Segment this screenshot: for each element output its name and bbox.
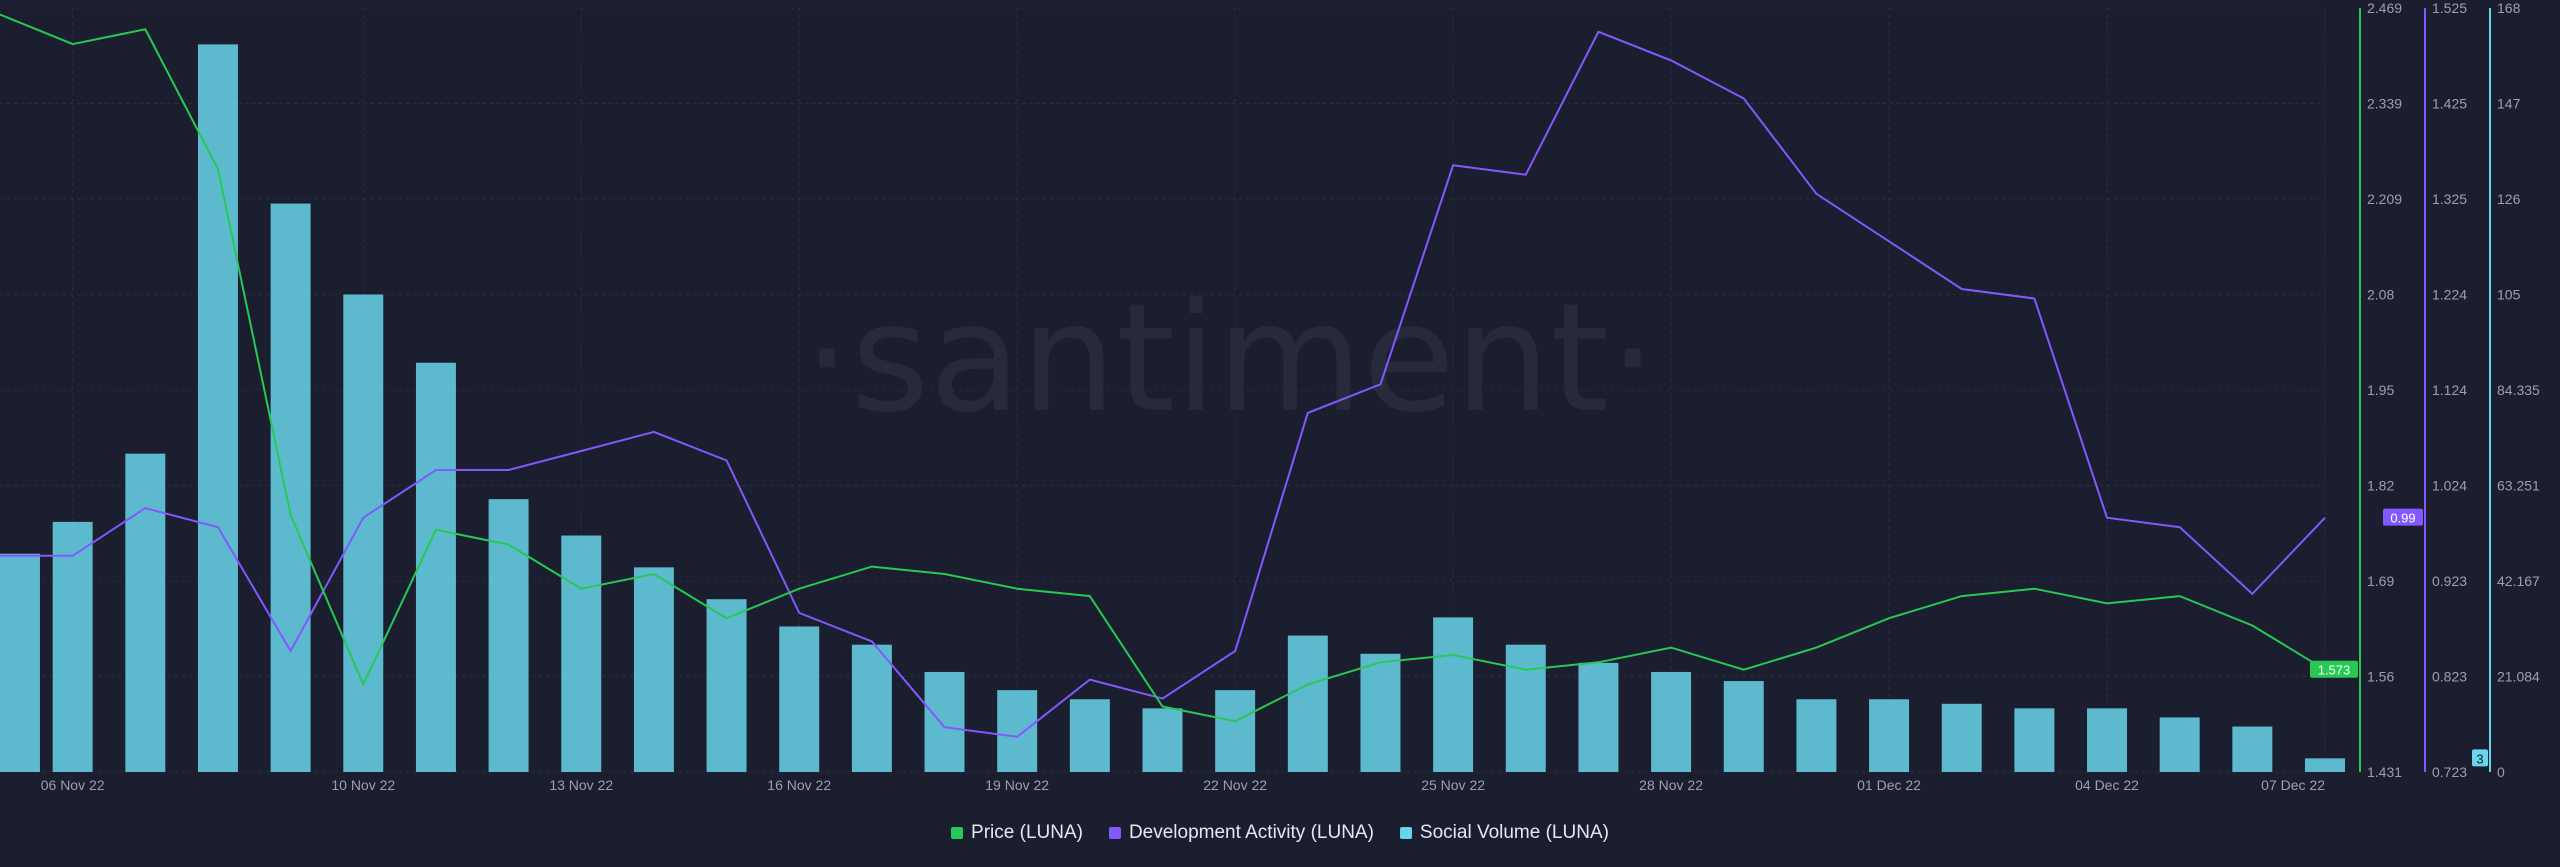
social-volume-bar — [633, 567, 674, 772]
price-axis-tick-label: 1.56 — [2367, 669, 2394, 685]
social-volume-bar — [1215, 690, 1256, 772]
x-axis-tick-label: 25 Nov 22 — [1421, 777, 1485, 793]
dev-axis-tick-label: 0.723 — [2432, 764, 2467, 780]
social-volume-bar — [1360, 653, 1401, 772]
x-axis-tick-label: 10 Nov 22 — [331, 777, 395, 793]
social-volume-bar — [706, 599, 747, 772]
social-volume-bar — [1941, 703, 1982, 772]
axes: 2.469 2.339 2.209 2.08 1.95 1.82 1.69 1.56 1.431… — [2359, 0, 2540, 780]
social-axis-tick-label: 105 — [2497, 287, 2521, 303]
legend-label-development-activity: Development Activity (LUNA) — [1128, 822, 1374, 843]
dev-axis-tick-label: 1.325 — [2432, 191, 2467, 207]
social-axis-tick-label: 84.335 — [2497, 382, 2540, 398]
x-axis-tick-label: 16 Nov 22 — [767, 777, 831, 793]
social-volume-bar — [2232, 726, 2273, 772]
price-axis-tick-label: 1.431 — [2367, 764, 2402, 780]
dev-axis-tick-label: 0.823 — [2432, 669, 2467, 685]
legend-swatch-social-volume — [1399, 827, 1412, 839]
price-axis-tick-label: 2.339 — [2367, 96, 2402, 112]
x-axis-tick-label: 28 Nov 22 — [1639, 777, 1703, 793]
social-volume-bar — [1069, 699, 1110, 772]
x-axis-tick-label: 19 Nov 22 — [985, 777, 1049, 793]
social-volume-bar — [2014, 708, 2055, 772]
legend: Price (LUNA) Development Activity (LUNA)… — [0, 818, 2560, 848]
social-volume-bars — [0, 44, 2345, 773]
social-volume-bar — [1796, 699, 1837, 772]
x-axis-tick-label: 07 Dec 22 — [2261, 777, 2325, 793]
social-volume-bar — [997, 690, 1038, 772]
legend-item-development-activity[interactable]: Development Activity (LUNA) — [1108, 822, 1374, 844]
price-axis-tick-label: 2.469 — [2367, 0, 2402, 16]
legend-label-price: Price (LUNA) — [971, 822, 1083, 843]
price-axis-tick-label: 2.08 — [2367, 287, 2394, 303]
dev-axis-tick-label: 1.124 — [2432, 382, 2467, 398]
social-volume-bar — [2305, 758, 2345, 772]
x-axis-tick-label: 04 Dec 22 — [2075, 777, 2139, 793]
social-axis-tick-label: 0 — [2497, 764, 2505, 780]
legend-item-social-volume[interactable]: Social Volume (LUNA) — [1399, 822, 1609, 844]
dev-last-value-marker — [2383, 508, 2423, 526]
social-volume-bar — [779, 626, 820, 772]
x-axis-tick-label: 06 Nov 22 — [41, 777, 105, 793]
dev-axis-tick-label: 1.224 — [2432, 287, 2467, 303]
social-volume-bar — [415, 362, 456, 772]
social-volume-bar — [561, 535, 602, 772]
social-volume-bar — [52, 521, 93, 772]
price-axis-tick-label: 1.82 — [2367, 478, 2394, 494]
dev-axis-tick-label: 1.024 — [2432, 478, 2467, 494]
dev-axis-tick-label: 1.425 — [2432, 96, 2467, 112]
social-volume-bar — [1287, 635, 1328, 772]
development-activity-line — [0, 30, 2326, 738]
social-axis-tick-label: 126 — [2497, 191, 2521, 207]
social-volume-bar — [1651, 671, 1692, 772]
social-volume-bar — [270, 203, 311, 773]
dev-last-value-label: 0.99 — [2390, 511, 2415, 526]
social-axis-tick-label: 147 — [2497, 96, 2521, 112]
social-axis-tick-label: 42.167 — [2497, 573, 2540, 589]
social-volume-bar — [1505, 644, 1546, 772]
social-volume-bar — [343, 294, 384, 772]
dev-axis-tick-label: 0.923 — [2432, 573, 2467, 589]
social-volume-bar — [125, 453, 166, 772]
watermark: ·santiment· — [803, 272, 1656, 446]
social-last-value-label: 3 — [2476, 751, 2483, 766]
price-last-value-marker — [2310, 660, 2358, 678]
grid — [0, 7, 2326, 773]
social-volume-bar — [197, 44, 238, 772]
x-axis-ticks: 06 Nov 22 10 Nov 22 13 Nov 22 16 Nov 22 19 N… — [41, 777, 2325, 793]
x-axis-tick-label: 01 Dec 22 — [1857, 777, 1921, 793]
price-last-value-label: 1.573 — [2318, 663, 2351, 678]
social-axis-tick-label: 168 — [2497, 0, 2521, 16]
legend-swatch-development-activity — [1108, 827, 1121, 839]
social-volume-bar — [2159, 717, 2200, 772]
x-axis-tick-label: 13 Nov 22 — [549, 777, 613, 793]
social-axis-tick-label: 63.251 — [2497, 478, 2540, 494]
social-volume-bar — [0, 553, 40, 772]
price-axis-tick-label: 2.209 — [2367, 191, 2402, 207]
last-value-markers: 1.573 0.99 3 — [2310, 508, 2488, 767]
legend-item-price[interactable]: Price (LUNA) — [951, 822, 1083, 844]
social-axis-tick-label: 21.084 — [2497, 669, 2540, 685]
legend-label-social-volume: Social Volume (LUNA) — [1419, 822, 1609, 843]
social-volume-bar — [1433, 617, 1474, 772]
price-axis-tick-label: 1.95 — [2367, 382, 2394, 398]
social-volume-bar — [1142, 708, 1183, 772]
legend-swatch-price — [951, 827, 964, 839]
social-volume-bar — [851, 644, 892, 772]
price-line — [0, 13, 2326, 723]
social-volume-bar — [488, 499, 529, 772]
social-volume-bar — [1869, 699, 1910, 772]
social-volume-bar — [2087, 708, 2128, 772]
price-axis-tick-label: 1.69 — [2367, 573, 2394, 589]
social-volume-bar — [1723, 681, 1764, 772]
social-volume-bar — [924, 671, 965, 772]
dev-axis-tick-label: 1.525 — [2432, 0, 2467, 16]
social-last-value-marker — [2472, 749, 2488, 767]
x-axis-tick-label: 22 Nov 22 — [1203, 777, 1267, 793]
social-volume-bar — [1578, 662, 1619, 772]
